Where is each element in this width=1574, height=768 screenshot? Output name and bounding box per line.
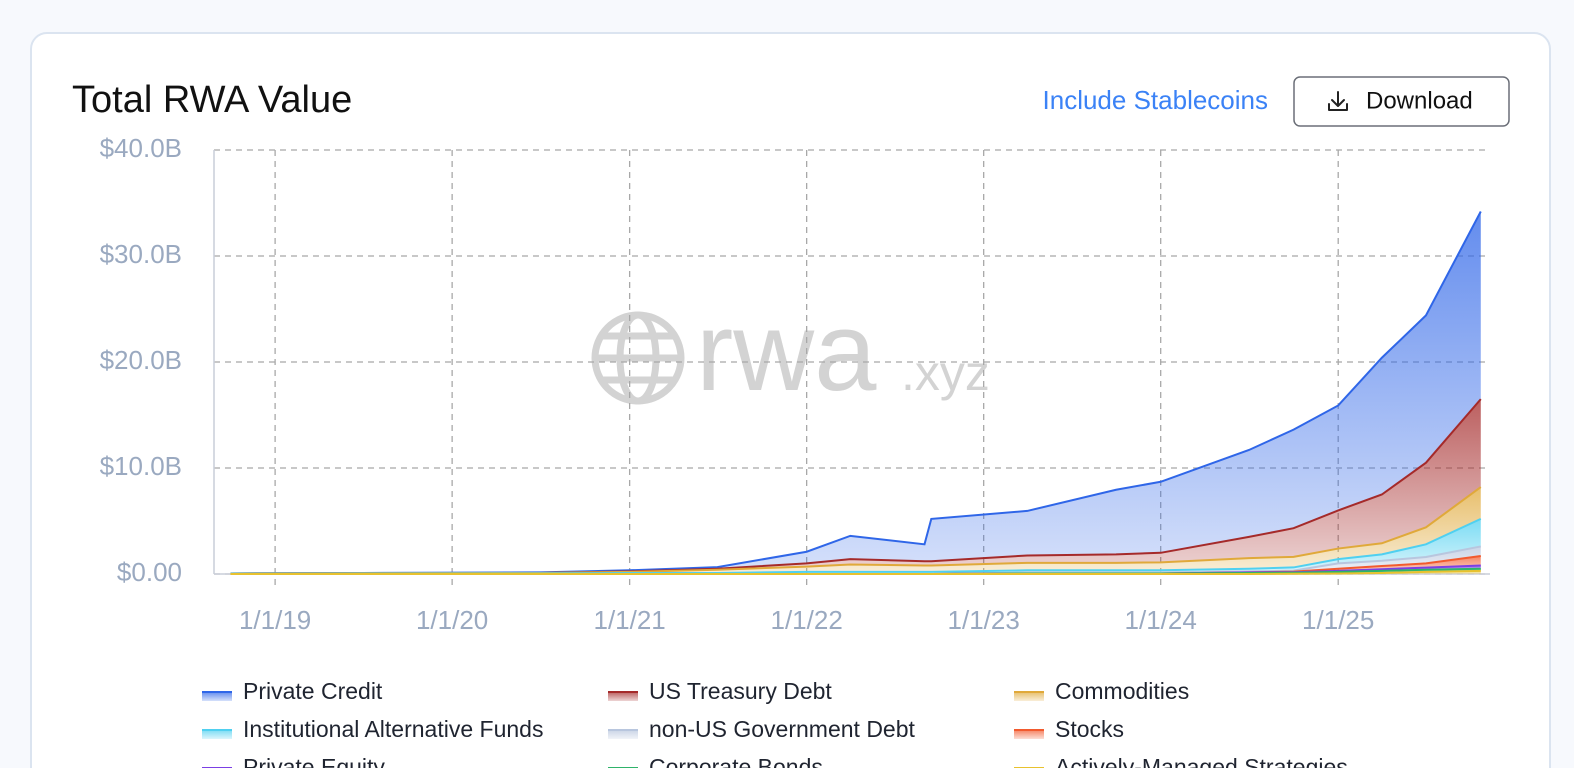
watermark-suffix: .xyz <box>901 345 990 401</box>
legend-item: non-US Government Debt <box>608 716 916 742</box>
legend-label: Commodities <box>1055 678 1189 704</box>
stablecoin-toggle[interactable]: Include Stablecoins <box>1043 85 1268 115</box>
y-tick-label: $40.0B <box>100 133 182 163</box>
legend-item: Institutional Alternative Funds <box>202 716 543 742</box>
y-tick-label: $30.0B <box>100 239 182 269</box>
legend-label: non-US Government Debt <box>649 716 916 742</box>
legend-swatch <box>608 730 638 739</box>
download-icon[interactable] <box>1328 91 1348 111</box>
legend-label: Actively-Managed Strategies <box>1055 754 1348 768</box>
legend-item: Actively-Managed Strategies <box>1014 754 1348 768</box>
watermark: rwa .xyz <box>591 289 990 414</box>
legend-label: US Treasury Debt <box>649 678 832 704</box>
legend-item: Commodities <box>1014 678 1189 704</box>
x-tick-label: 1/1/23 <box>948 605 1020 635</box>
watermark-globe <box>591 311 685 405</box>
legend-item: Private Credit <box>202 678 383 704</box>
y-tick-label: $20.0B <box>100 345 182 375</box>
chart-title: Total RWA Value <box>72 79 352 121</box>
legend-item: Stocks <box>1014 716 1124 742</box>
legend-swatch <box>608 692 638 701</box>
download-button-frame[interactable] <box>1293 76 1510 127</box>
y-tick-label: $0.00 <box>117 557 182 587</box>
x-tick-label: 1/1/20 <box>416 605 488 635</box>
legend-label: Private Equity <box>243 754 385 768</box>
x-tick-label: 1/1/22 <box>771 605 843 635</box>
legend-label: Institutional Alternative Funds <box>243 716 543 742</box>
legend-swatch <box>202 692 232 701</box>
watermark-text: rwa <box>696 289 877 414</box>
legend-swatch <box>1014 730 1044 739</box>
x-tick-label: 1/1/25 <box>1302 605 1374 635</box>
legend-swatch <box>1014 692 1044 701</box>
x-tick-label: 1/1/24 <box>1125 605 1197 635</box>
y-tick-label: $10.0B <box>100 451 182 481</box>
download-label[interactable]: Download <box>1366 87 1473 114</box>
plot: $0.00 $10.0B $20.0B $30.0B $40.0B 1/1/19 1/1/2… <box>100 133 1490 768</box>
legend-label: Private Credit <box>243 678 383 704</box>
legend-swatch <box>202 730 232 739</box>
area-fill <box>230 211 1481 574</box>
legend-item: Corporate Bonds <box>608 754 823 768</box>
x-tick-label: 1/1/19 <box>239 605 311 635</box>
legend-item: Private Equity <box>202 754 385 768</box>
legend-label: Stocks <box>1055 716 1124 742</box>
legend-item: US Treasury Debt <box>608 678 832 704</box>
card <box>30 32 1551 768</box>
x-tick-label: 1/1/21 <box>593 605 665 635</box>
download-button[interactable]: Download <box>1293 76 1510 127</box>
area-line <box>230 569 1481 575</box>
legend-label: Corporate Bonds <box>649 754 823 768</box>
